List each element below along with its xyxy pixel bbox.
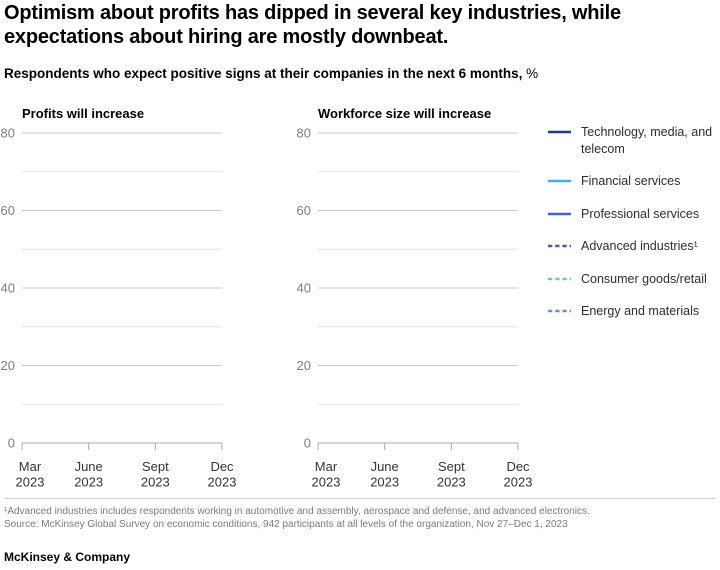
solid-line-swatch-icon xyxy=(548,212,571,216)
workforce-chart-title: Workforce size will increase xyxy=(318,106,492,121)
dashed-line-swatch-icon xyxy=(548,309,571,313)
profits-chart-title: Profits will increase xyxy=(22,106,145,121)
legend-item: Technology, media, and telecom xyxy=(548,124,716,157)
legend-item: Financial services xyxy=(548,173,716,190)
legend-item-label: Consumer goods/retail xyxy=(581,271,707,286)
y-axis-tick-label: 0 xyxy=(8,436,15,451)
x-axis-tick-label: Sept 2023 xyxy=(437,459,466,490)
y-axis-tick-label: 40 xyxy=(297,281,311,296)
chart-subtitle-unit: % xyxy=(526,66,539,81)
legend-item: Advanced industries¹ xyxy=(548,238,716,255)
x-axis-tick-label: June 2023 xyxy=(74,459,103,490)
legend-item-label: Financial services xyxy=(581,174,681,188)
solid-line-swatch-icon xyxy=(548,179,571,183)
legend-item-label: Energy and materials xyxy=(581,304,700,318)
x-axis-tick-label: Dec 2023 xyxy=(208,459,237,490)
y-axis-tick-label: 60 xyxy=(1,203,15,218)
footnote-line2: Source: McKinsey Global Survey on econom… xyxy=(4,519,568,530)
x-axis-tick-label: Dec 2023 xyxy=(504,459,533,490)
y-axis-tick-label: 80 xyxy=(1,126,15,141)
page-title-line2: expectations about hiring are mostly dow… xyxy=(4,25,449,48)
y-axis-tick-label: 0 xyxy=(304,436,311,451)
chart-subtitle: Respondents who expect positive signs at… xyxy=(4,66,538,81)
legend-item-label: Advanced industries¹ xyxy=(581,239,698,253)
y-axis-tick-label: 80 xyxy=(297,126,311,141)
y-axis-tick-label: 40 xyxy=(1,281,15,296)
dashed-line-swatch-icon xyxy=(548,277,571,281)
solid-line-swatch-icon xyxy=(548,130,571,134)
x-axis-tick-label: Sept 2023 xyxy=(141,459,170,490)
y-axis-tick-label: 20 xyxy=(1,358,15,373)
x-axis-tick-label: Mar 2023 xyxy=(16,459,45,490)
footnote: ¹Advanced industries includes respondent… xyxy=(4,505,704,531)
brand-footer: McKinsey & Company xyxy=(4,550,131,564)
legend-item: Energy and materials xyxy=(548,303,716,320)
legend-item-label: Technology, media, and telecom xyxy=(581,125,713,156)
workforce-chart: 0 20 40 60 80 Mar 2023 June 2023 Sept 2023 Dec 2023 xyxy=(297,126,533,490)
page-title: Optimism about profits has dipped in sev… xyxy=(4,2,710,49)
y-axis-tick-label: 20 xyxy=(297,358,311,373)
page-title-line1: Optimism about profits has dipped in sev… xyxy=(4,2,621,24)
y-axis-tick-label: 60 xyxy=(297,203,311,218)
footnote-line1: ¹Advanced industries includes respondent… xyxy=(4,506,590,517)
legend-item: Consumer goods/retail xyxy=(548,271,716,288)
x-axis-tick-label: Mar 2023 xyxy=(312,459,341,490)
chart-legend: Technology, media, and telecom Financial … xyxy=(548,124,716,336)
footnote-divider xyxy=(4,498,716,499)
chart-subtitle-text: Respondents who expect positive signs at… xyxy=(4,66,523,81)
dashed-line-swatch-icon xyxy=(548,244,571,248)
profits-chart: 0 20 40 60 80 Mar 2023 June 2023 Sept 2023 Dec 2023 xyxy=(1,126,237,490)
legend-item-label: Professional services xyxy=(581,206,700,221)
legend-item: Professional services xyxy=(548,206,716,223)
x-axis-tick-label: June 2023 xyxy=(370,459,399,490)
